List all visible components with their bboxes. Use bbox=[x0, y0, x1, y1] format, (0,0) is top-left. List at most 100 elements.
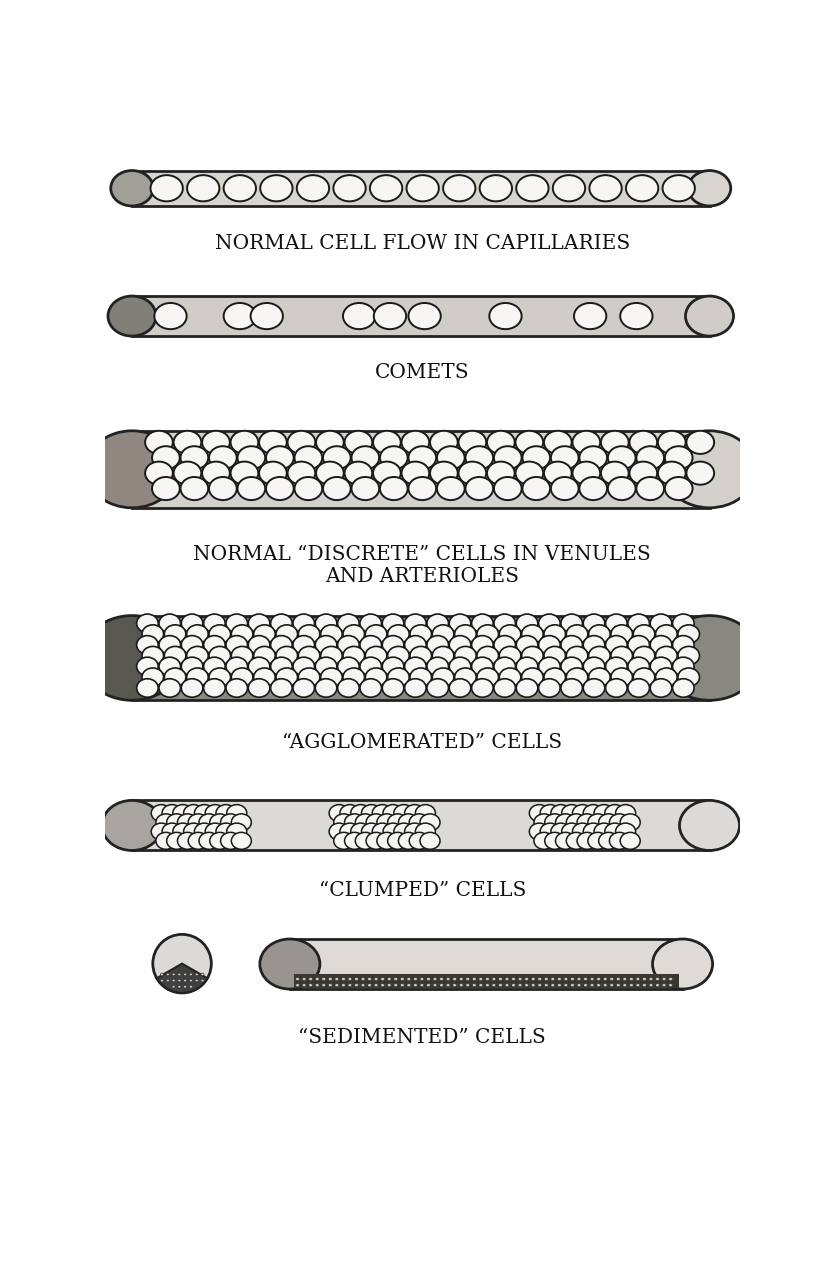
Ellipse shape bbox=[485, 983, 489, 987]
Ellipse shape bbox=[173, 823, 193, 840]
Ellipse shape bbox=[387, 832, 408, 850]
Ellipse shape bbox=[630, 978, 634, 980]
Ellipse shape bbox=[466, 978, 470, 980]
Ellipse shape bbox=[181, 657, 203, 676]
Ellipse shape bbox=[479, 983, 483, 987]
Ellipse shape bbox=[362, 805, 382, 822]
Ellipse shape bbox=[466, 477, 493, 500]
Ellipse shape bbox=[227, 805, 246, 822]
Ellipse shape bbox=[494, 477, 522, 500]
Ellipse shape bbox=[427, 657, 448, 676]
Ellipse shape bbox=[656, 646, 677, 664]
Ellipse shape bbox=[458, 431, 486, 454]
Ellipse shape bbox=[557, 978, 561, 980]
Ellipse shape bbox=[394, 823, 414, 840]
Ellipse shape bbox=[492, 983, 496, 987]
Ellipse shape bbox=[653, 940, 713, 989]
Ellipse shape bbox=[188, 832, 208, 850]
Ellipse shape bbox=[420, 983, 424, 987]
Ellipse shape bbox=[248, 657, 269, 676]
Ellipse shape bbox=[557, 983, 561, 987]
Ellipse shape bbox=[190, 979, 193, 982]
Ellipse shape bbox=[335, 978, 339, 980]
Ellipse shape bbox=[174, 431, 201, 454]
Bar bbox=[132, 616, 709, 700]
Ellipse shape bbox=[471, 657, 493, 676]
Ellipse shape bbox=[529, 823, 550, 840]
Ellipse shape bbox=[365, 625, 387, 644]
Ellipse shape bbox=[298, 668, 320, 686]
Ellipse shape bbox=[137, 678, 158, 698]
Ellipse shape bbox=[232, 814, 251, 831]
Ellipse shape bbox=[566, 668, 588, 686]
Ellipse shape bbox=[344, 814, 364, 831]
Ellipse shape bbox=[579, 477, 607, 500]
Ellipse shape bbox=[410, 832, 429, 850]
Ellipse shape bbox=[630, 462, 658, 485]
Ellipse shape bbox=[472, 983, 476, 987]
Ellipse shape bbox=[344, 431, 372, 454]
Ellipse shape bbox=[539, 636, 560, 654]
Ellipse shape bbox=[544, 646, 565, 664]
Ellipse shape bbox=[605, 805, 625, 822]
Ellipse shape bbox=[570, 983, 574, 987]
Ellipse shape bbox=[205, 805, 225, 822]
Ellipse shape bbox=[194, 805, 214, 822]
Ellipse shape bbox=[620, 303, 653, 329]
Ellipse shape bbox=[152, 805, 171, 822]
Ellipse shape bbox=[603, 983, 607, 987]
Ellipse shape bbox=[340, 823, 360, 840]
Ellipse shape bbox=[427, 636, 448, 654]
Ellipse shape bbox=[195, 973, 199, 975]
Ellipse shape bbox=[628, 636, 649, 654]
Ellipse shape bbox=[159, 678, 180, 698]
Ellipse shape bbox=[205, 823, 225, 840]
Ellipse shape bbox=[248, 636, 269, 654]
Ellipse shape bbox=[226, 636, 247, 654]
Ellipse shape bbox=[505, 978, 509, 980]
Ellipse shape bbox=[598, 832, 619, 850]
Ellipse shape bbox=[343, 646, 364, 664]
Ellipse shape bbox=[231, 431, 258, 454]
Ellipse shape bbox=[437, 447, 465, 470]
Ellipse shape bbox=[162, 805, 182, 822]
Ellipse shape bbox=[334, 175, 366, 201]
Ellipse shape bbox=[381, 983, 385, 987]
Ellipse shape bbox=[551, 823, 571, 840]
Ellipse shape bbox=[152, 447, 180, 470]
Ellipse shape bbox=[544, 625, 565, 644]
Ellipse shape bbox=[405, 636, 426, 654]
Ellipse shape bbox=[492, 978, 496, 980]
Ellipse shape bbox=[334, 832, 353, 850]
Ellipse shape bbox=[650, 614, 672, 632]
Wedge shape bbox=[157, 964, 208, 993]
Ellipse shape bbox=[254, 646, 275, 664]
Ellipse shape bbox=[494, 657, 516, 676]
Ellipse shape bbox=[566, 646, 588, 664]
Ellipse shape bbox=[415, 805, 435, 822]
Ellipse shape bbox=[579, 447, 607, 470]
Ellipse shape bbox=[649, 978, 653, 980]
Ellipse shape bbox=[650, 678, 672, 698]
Ellipse shape bbox=[539, 678, 560, 698]
Ellipse shape bbox=[178, 973, 181, 975]
Ellipse shape bbox=[594, 805, 614, 822]
Ellipse shape bbox=[522, 477, 550, 500]
Ellipse shape bbox=[405, 657, 426, 676]
Ellipse shape bbox=[658, 462, 686, 485]
Ellipse shape bbox=[187, 625, 208, 644]
Ellipse shape bbox=[544, 431, 572, 454]
Ellipse shape bbox=[173, 805, 193, 822]
Ellipse shape bbox=[420, 978, 424, 980]
Ellipse shape bbox=[534, 832, 554, 850]
Ellipse shape bbox=[505, 983, 509, 987]
Ellipse shape bbox=[517, 175, 549, 201]
Ellipse shape bbox=[360, 614, 382, 632]
Ellipse shape bbox=[628, 678, 649, 698]
Ellipse shape bbox=[142, 668, 164, 686]
Ellipse shape bbox=[360, 678, 382, 698]
Ellipse shape bbox=[343, 668, 364, 686]
Ellipse shape bbox=[351, 805, 371, 822]
Ellipse shape bbox=[172, 973, 176, 975]
Ellipse shape bbox=[446, 983, 450, 987]
